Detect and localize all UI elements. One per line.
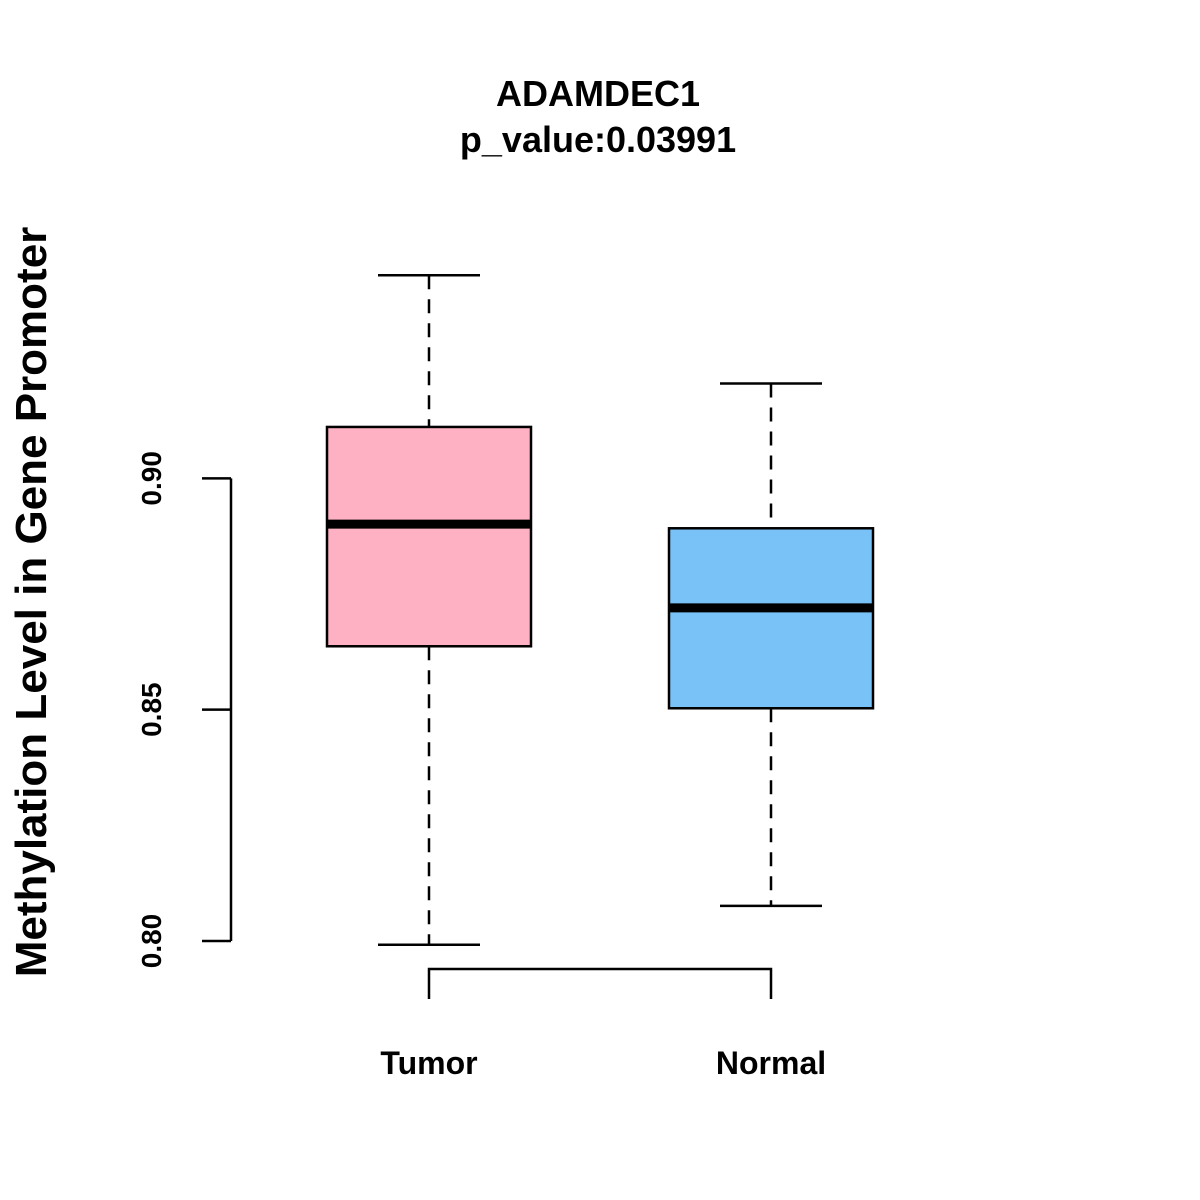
box-body	[667, 527, 875, 710]
significance-bracket	[427, 967, 773, 999]
chart-title: ADAMDEC1	[496, 73, 700, 114]
y-tick-label: 0.80	[136, 914, 167, 969]
box-body	[325, 425, 533, 648]
box-group	[325, 273, 875, 946]
y-tick-label: 0.85	[136, 682, 167, 737]
box-tumor	[325, 273, 533, 946]
x-axis-labels: Tumor Normal	[380, 1045, 826, 1081]
box-normal	[667, 382, 875, 908]
y-axis-title: Methylation Level in Gene Promoter	[7, 227, 56, 978]
x-label-tumor: Tumor	[380, 1045, 477, 1081]
y-tick-label: 0.90	[136, 451, 167, 506]
chart-subtitle: p_value:0.03991	[460, 119, 736, 160]
bracket-line	[427, 967, 773, 999]
y-axis: 0.80 0.85 0.90	[136, 451, 233, 969]
x-label-normal: Normal	[716, 1045, 826, 1081]
